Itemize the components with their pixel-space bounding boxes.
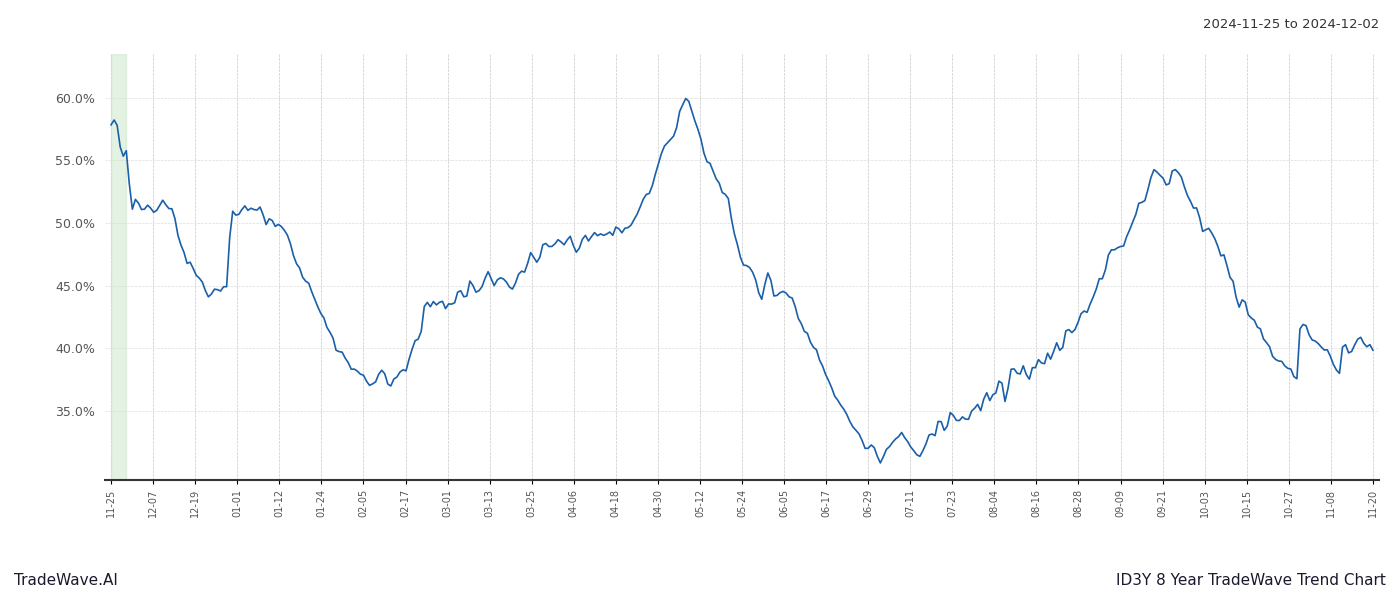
Text: ID3Y 8 Year TradeWave Trend Chart: ID3Y 8 Year TradeWave Trend Chart	[1116, 573, 1386, 588]
Bar	[111, 54, 126, 480]
Text: 2024-11-25 to 2024-12-02: 2024-11-25 to 2024-12-02	[1203, 18, 1379, 31]
Text: TradeWave.AI: TradeWave.AI	[14, 573, 118, 588]
